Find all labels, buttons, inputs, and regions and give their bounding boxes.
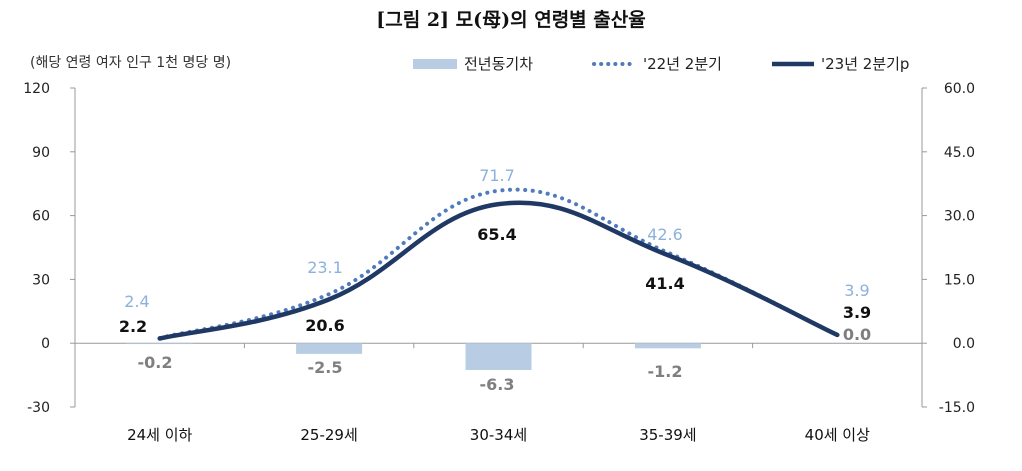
data-label-22: 71.7 [479, 166, 515, 185]
y-left-tick-label: 120 [23, 81, 50, 97]
legend-label-diff: 전년동기차 [464, 55, 533, 73]
legend-label-23: '23년 2분기p [821, 55, 909, 73]
data-label-diff: -0.2 [138, 353, 173, 372]
y-left-tick-label: 90 [32, 145, 50, 161]
data-label-diff: -2.5 [308, 358, 343, 377]
y-right-tick-label: 45.0 [944, 145, 975, 161]
y-right-tick-label: 15.0 [944, 272, 975, 288]
bar [296, 343, 363, 354]
data-label-22: 42.6 [647, 225, 683, 244]
data-label-23: 20.6 [305, 316, 344, 335]
line-series [157, 187, 840, 341]
x-category-label: 30-34세 [470, 426, 527, 444]
bar [634, 343, 701, 349]
legend: 전년동기차 '22년 2분기 '23년 2분기p [413, 55, 909, 73]
line-23 [157, 200, 840, 341]
data-label-22: 3.9 [844, 281, 869, 300]
y-left-tick-label: 30 [32, 272, 50, 288]
unit-label: (해당 연령 여자 인구 1천 명당 명) [30, 55, 231, 71]
x-category-label: 24세 이하 [127, 426, 192, 444]
data-label-diff: -6.3 [480, 375, 515, 394]
data-label-23: 41.4 [645, 274, 684, 293]
line-22 [157, 187, 840, 341]
y-right-tick-label: 0.0 [953, 336, 975, 352]
bar [126, 343, 193, 345]
data-label-diff: -1.2 [648, 362, 683, 381]
bar-series [126, 343, 701, 370]
y-right-tick-label: -15.0 [939, 400, 975, 416]
bar [465, 343, 532, 370]
data-label-23: 65.4 [477, 225, 516, 244]
data-labels: 2.4 23.1 71.7 42.6 3.9 2.2 20.6 65.4 41.4 3.9 -0.2… [119, 166, 871, 394]
legend-swatch-bar [413, 59, 457, 69]
x-category-label: 40세 이상 [805, 426, 870, 444]
y-left-tick-label: -30 [27, 400, 50, 416]
chart-title: [그림 2] 모(母)의 연령별 출산율 [376, 9, 645, 31]
y-left-tick-label: 60 [32, 209, 50, 225]
data-label-23: 3.9 [843, 303, 871, 322]
legend-label-22: '22년 2분기 [643, 55, 722, 73]
y-right-tick-label: 30.0 [944, 209, 975, 225]
x-category-label: 25-29세 [300, 426, 357, 444]
data-label-22: 23.1 [307, 258, 343, 277]
y-right-tick-label: 60.0 [944, 81, 975, 97]
data-label-diff: 0.0 [843, 325, 871, 344]
x-category-label: 35-39세 [639, 426, 696, 444]
data-label-22: 2.4 [124, 292, 149, 311]
y-left-tick-label: 0 [41, 336, 50, 352]
data-label-23: 2.2 [119, 317, 147, 336]
